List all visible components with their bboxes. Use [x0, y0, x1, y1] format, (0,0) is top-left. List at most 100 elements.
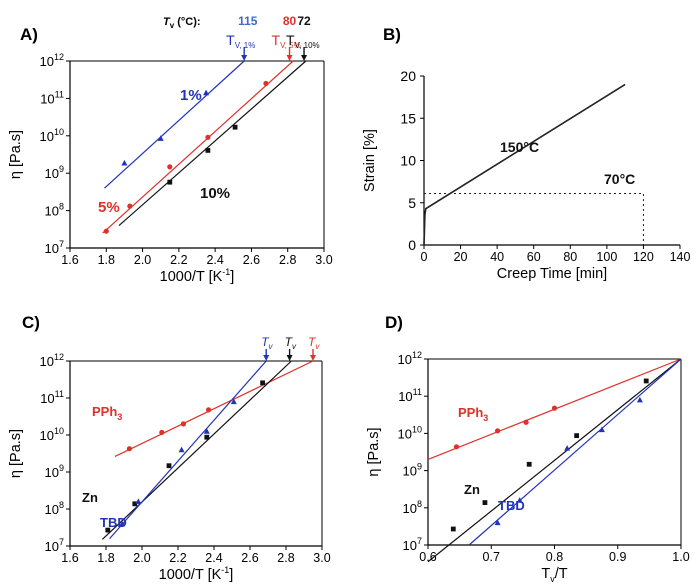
- data-point: [574, 433, 580, 439]
- tv-label: Tv: [261, 335, 273, 351]
- tv-label-main: T: [285, 335, 294, 349]
- fit-line: [102, 60, 294, 234]
- x-label-sup: -1: [222, 267, 230, 277]
- series-1: Zn: [427, 358, 682, 563]
- y-tick-label: 1010: [40, 127, 64, 144]
- fit-line: [427, 358, 682, 563]
- fit-line: [118, 60, 307, 227]
- series-1: Tv Zn: [82, 335, 297, 540]
- series-2: Tv TBD: [100, 335, 274, 539]
- series-0: PPh3: [427, 358, 682, 460]
- x-tick-label: 2.6: [243, 253, 260, 267]
- x-label-text: 1000/T [K: [159, 567, 222, 583]
- x-tick-label: 2.2: [169, 551, 186, 565]
- y-axis-label: Strain [%]: [362, 129, 378, 192]
- y-tick-label: 15: [400, 110, 416, 126]
- y-tick-exponent: 7: [59, 239, 64, 249]
- x-tick-label: 0.8: [546, 550, 563, 564]
- y-tick-label: 107: [45, 239, 64, 256]
- x-tick-label: 2.4: [206, 253, 223, 267]
- series-label-text: Zn: [464, 482, 480, 497]
- chart-panel-a: A)1.6 1.8 2.0 2.2 2.4 2.6 2.8 3.010710810910101…: [8, 14, 333, 285]
- y-tick-base: 10: [398, 352, 412, 367]
- series-label: TBD: [100, 515, 127, 530]
- y-tick-base: 10: [40, 54, 54, 69]
- data-point: [205, 134, 211, 140]
- data-point: [643, 378, 649, 384]
- tv-label: Tv: [285, 335, 297, 351]
- y-tick-exponent: 7: [59, 537, 64, 547]
- y-tick-base: 10: [398, 426, 412, 441]
- y-tick-exponent: 10: [54, 426, 64, 436]
- x-tick-label: 0: [421, 250, 428, 264]
- x-tick-label: 80: [563, 250, 577, 264]
- data-point: [204, 434, 210, 440]
- y-tick-exponent: 12: [412, 350, 422, 360]
- series-2: TV, 10%10%: [118, 32, 320, 227]
- y-tick-base: 10: [45, 539, 59, 554]
- data-point: [494, 428, 501, 434]
- data-point: [127, 203, 133, 209]
- x-tick-label: 1.6: [61, 253, 78, 267]
- tv-header-unit: (°C):: [174, 16, 200, 28]
- fit-line: [101, 360, 292, 540]
- y-tick-exponent: 12: [54, 352, 64, 362]
- series-label: 5%: [98, 199, 120, 216]
- panel-label: A): [20, 25, 38, 44]
- y-tick-base: 10: [40, 428, 54, 443]
- tv-label-sub: v: [292, 342, 297, 351]
- x-axis-label: Tv/T: [541, 566, 567, 584]
- x-tick-label: 2.4: [205, 551, 222, 565]
- x-tick-label: 0.6: [419, 550, 436, 564]
- fit-line: [109, 360, 267, 539]
- x-tick-label: 40: [490, 250, 504, 264]
- y-tick-exponent: 12: [54, 52, 64, 62]
- data-point: [523, 419, 529, 425]
- x-label-end: ]: [229, 567, 233, 583]
- series-0: TV, 1% 1%: [104, 32, 255, 189]
- series-label-text: TBD: [498, 498, 525, 513]
- tv-label-main: T: [226, 32, 235, 48]
- tv-label-main: T: [272, 32, 281, 48]
- y-tick-base: 10: [45, 204, 59, 219]
- data-point: [526, 461, 532, 467]
- tv-label: Tv: [308, 335, 320, 351]
- data-point: [121, 159, 128, 166]
- x-label-end: ]: [230, 269, 234, 285]
- y-tick-base: 10: [45, 502, 59, 517]
- series-label-text: PPh: [92, 404, 117, 419]
- creep-curve: [423, 83, 626, 246]
- data-point: [167, 164, 173, 170]
- y-tick-label: 1011: [398, 387, 422, 404]
- series-label: Zn: [82, 490, 98, 505]
- x-axis-label: 1000/T [K-1]: [159, 565, 234, 583]
- data-point: [119, 520, 126, 527]
- x-tick-label: 3.0: [313, 551, 330, 565]
- tv-label: TV, 10%: [286, 32, 320, 50]
- tv-value: 115: [238, 14, 258, 28]
- data-point: [263, 80, 269, 87]
- y-tick-exponent: 10: [54, 127, 64, 137]
- y-tick-base: 10: [45, 241, 59, 256]
- series-1: TV, 5%5%: [98, 32, 301, 234]
- x-tick-label: 1.8: [97, 551, 114, 565]
- data-point: [598, 426, 605, 433]
- x-label-text: Creep Time [min]: [497, 266, 607, 282]
- series-label-sub: 3: [483, 413, 488, 423]
- y-tick-label: 1010: [398, 424, 422, 441]
- x-label-text: T: [541, 566, 550, 582]
- series-0: Tv PPh3: [92, 335, 320, 458]
- x-tick-label: 2.2: [170, 253, 187, 267]
- y-tick-exponent: 8: [417, 499, 422, 509]
- x-axis-label: 1000/T [K-1]: [160, 267, 235, 285]
- y-tick-exponent: 9: [417, 462, 422, 472]
- x-tick-label: 2.6: [241, 551, 258, 565]
- panel-label: B): [383, 25, 401, 44]
- data-point: [105, 527, 111, 533]
- y-tick-label: 107: [45, 537, 64, 554]
- y-tick-label: 109: [45, 463, 64, 480]
- data-point: [166, 463, 172, 469]
- y-tick-label: 10: [400, 153, 416, 169]
- tv-label-main: T: [261, 335, 270, 349]
- data-point: [453, 444, 460, 450]
